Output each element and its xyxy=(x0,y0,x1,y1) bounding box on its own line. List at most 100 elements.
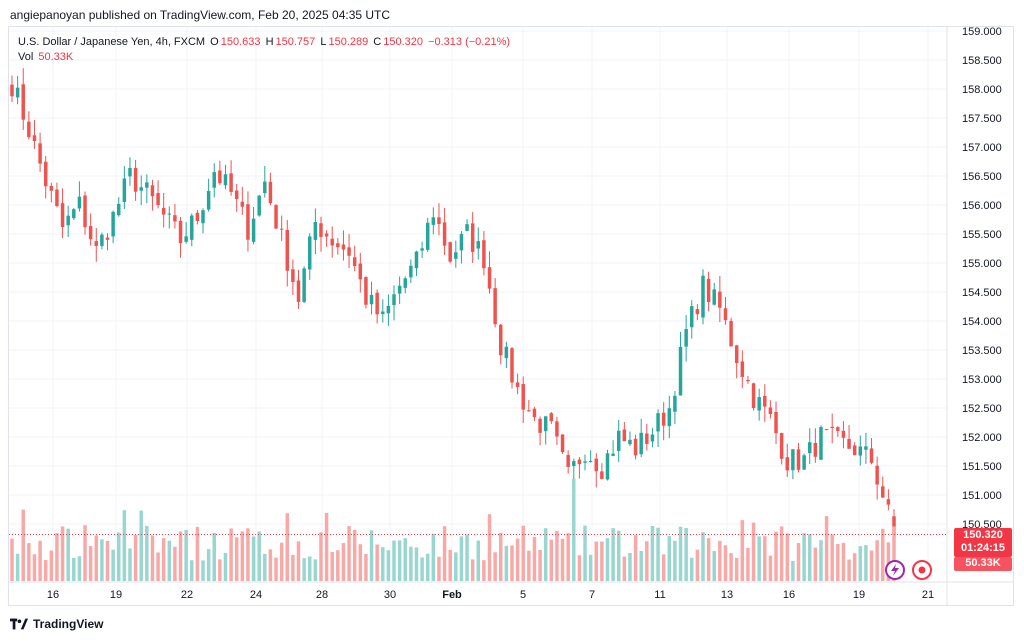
candle-body[interactable] xyxy=(751,383,756,409)
candle-body[interactable] xyxy=(611,453,615,456)
candle-body[interactable] xyxy=(55,189,59,207)
candle-body[interactable] xyxy=(858,446,863,456)
candle-body[interactable] xyxy=(448,242,452,262)
candle-body[interactable] xyxy=(105,237,110,240)
candle-body[interactable] xyxy=(437,217,441,224)
candle-body[interactable] xyxy=(841,430,846,438)
candle-body[interactable] xyxy=(482,240,486,269)
candle-body[interactable] xyxy=(521,384,525,410)
candle-body[interactable] xyxy=(690,306,694,328)
candle-body[interactable] xyxy=(358,263,363,280)
candle-body[interactable] xyxy=(538,418,542,433)
candle-body[interactable] xyxy=(813,442,818,457)
candle-body[interactable] xyxy=(240,201,245,207)
candle-body[interactable] xyxy=(161,207,166,215)
candle-body[interactable] xyxy=(527,410,531,412)
candle-body[interactable] xyxy=(60,203,65,228)
candle-body[interactable] xyxy=(684,329,688,347)
candle-body[interactable] xyxy=(150,185,155,197)
candle-body[interactable] xyxy=(386,305,391,314)
candle-body[interactable] xyxy=(369,294,374,305)
candle-body[interactable] xyxy=(206,190,211,210)
candle-body[interactable] xyxy=(465,224,469,231)
candle-body[interactable] xyxy=(229,173,233,192)
candle-body[interactable] xyxy=(66,215,70,226)
candle-body[interactable] xyxy=(852,445,857,456)
candle-body[interactable] xyxy=(454,252,458,259)
candle-body[interactable] xyxy=(566,454,570,467)
candle-body[interactable] xyxy=(425,222,430,250)
candle-body[interactable] xyxy=(308,236,312,270)
candle-body[interactable] xyxy=(43,161,48,187)
candle-body[interactable] xyxy=(763,395,767,407)
candle-body[interactable] xyxy=(892,516,896,535)
candle-body[interactable] xyxy=(796,449,801,470)
candle-body[interactable] xyxy=(881,486,885,498)
candle-body[interactable] xyxy=(173,215,177,222)
candle-body[interactable] xyxy=(190,215,194,240)
candle-body[interactable] xyxy=(145,182,149,188)
candle-body[interactable] xyxy=(875,465,879,485)
candle-body[interactable] xyxy=(734,345,739,364)
candle-body[interactable] xyxy=(493,288,497,325)
candle-body[interactable] xyxy=(414,251,419,269)
candle-body[interactable] xyxy=(510,348,514,383)
candle-body[interactable] xyxy=(319,223,323,237)
candle-body[interactable] xyxy=(397,285,402,294)
candle-body[interactable] xyxy=(785,457,790,471)
candle-body[interactable] xyxy=(622,429,627,442)
candle-body[interactable] xyxy=(375,292,379,315)
candle-body[interactable] xyxy=(695,309,700,315)
candle-body[interactable] xyxy=(667,408,672,427)
candle-body[interactable] xyxy=(847,438,851,449)
candle-body[interactable] xyxy=(718,291,722,308)
candle-body[interactable] xyxy=(723,308,728,321)
candle-body[interactable] xyxy=(27,121,31,138)
candle-body[interactable] xyxy=(588,460,593,462)
candle-body[interactable] xyxy=(628,439,632,445)
candle-body[interactable] xyxy=(409,265,413,278)
candle-body[interactable] xyxy=(678,346,683,396)
candle-body[interactable] xyxy=(864,446,868,450)
candle-body[interactable] xyxy=(701,275,705,318)
candle-body[interactable] xyxy=(313,222,318,240)
candle-body[interactable] xyxy=(819,427,823,460)
candle-body[interactable] xyxy=(279,228,284,230)
candle-body[interactable] xyxy=(807,442,812,454)
lightning-icon[interactable] xyxy=(885,560,905,580)
candle-body[interactable] xyxy=(830,426,834,429)
candle-body[interactable] xyxy=(364,277,368,305)
candle-body[interactable] xyxy=(285,229,290,271)
candle-body[interactable] xyxy=(661,412,666,426)
candle-body[interactable] xyxy=(291,269,295,282)
candle-body[interactable] xyxy=(740,361,745,377)
candle-body[interactable] xyxy=(791,449,795,471)
candle-body[interactable] xyxy=(88,225,93,240)
candle-body[interactable] xyxy=(774,411,778,434)
candle-body[interactable] xyxy=(83,195,87,228)
candle-body[interactable] xyxy=(487,267,492,289)
candle-body[interactable] xyxy=(757,397,761,411)
candle-body[interactable] xyxy=(201,210,205,224)
candle-body[interactable] xyxy=(347,247,351,256)
candle-body[interactable] xyxy=(268,181,273,204)
candle-body[interactable] xyxy=(470,223,475,252)
candle-body[interactable] xyxy=(72,209,76,219)
candle-body[interactable] xyxy=(21,84,25,120)
candle-body[interactable] xyxy=(639,432,643,455)
candle-body[interactable] xyxy=(459,234,464,251)
candle-body[interactable] xyxy=(442,222,447,246)
candle-body[interactable] xyxy=(431,217,436,225)
candle-body[interactable] xyxy=(341,244,346,250)
candle-body[interactable] xyxy=(251,218,256,242)
candle-body[interactable] xyxy=(352,257,357,267)
candle-body[interactable] xyxy=(116,203,121,216)
candle-body[interactable] xyxy=(178,220,183,244)
candle-body[interactable] xyxy=(336,243,340,248)
candle-body[interactable] xyxy=(128,167,132,177)
candle-body[interactable] xyxy=(650,434,655,442)
candle-body[interactable] xyxy=(886,499,891,505)
candle-body[interactable] xyxy=(184,236,188,242)
candle-body[interactable] xyxy=(560,434,565,453)
candle-body[interactable] xyxy=(555,421,559,437)
